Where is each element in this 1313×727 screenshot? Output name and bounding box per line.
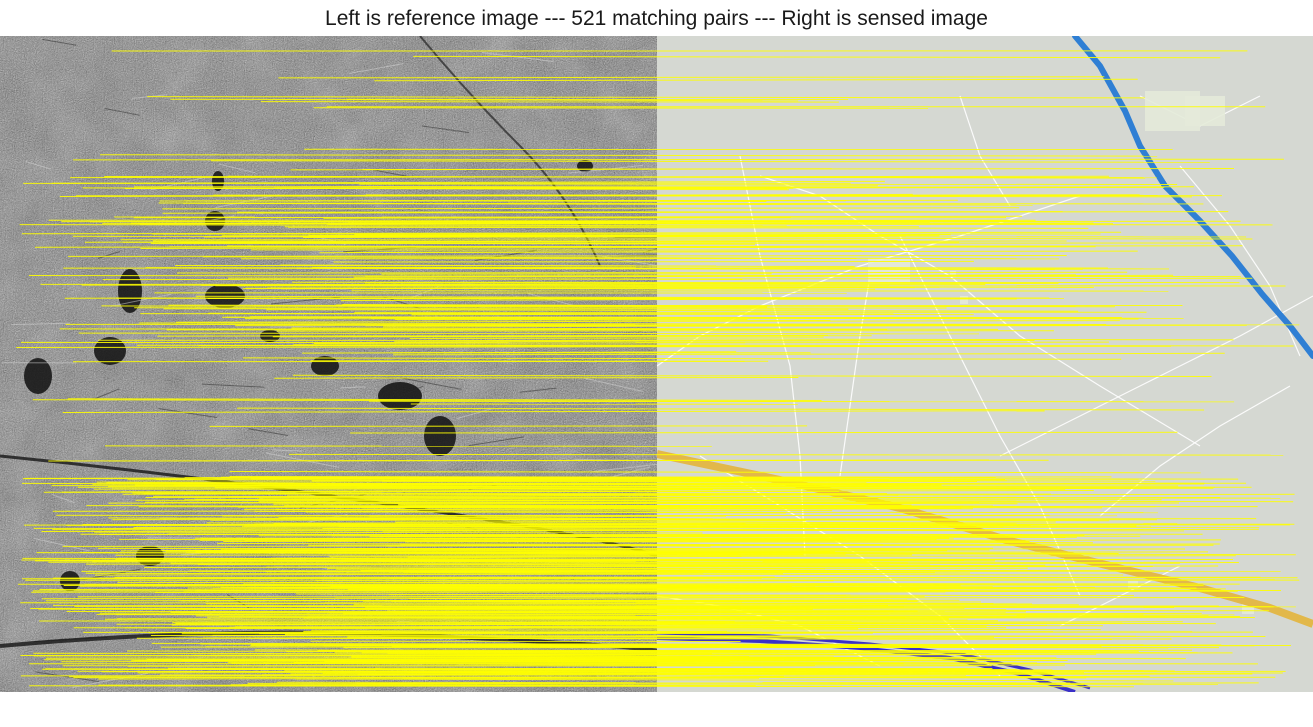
sensed-map-image <box>657 36 1313 692</box>
figure-title: Left is reference image --- 521 matching… <box>325 7 988 30</box>
matching-canvas <box>0 36 1313 692</box>
reference-sar-image <box>0 36 657 692</box>
map-built-up-areas <box>868 91 1254 614</box>
matching-figure <box>0 36 1313 692</box>
matching-lines <box>16 50 1300 688</box>
